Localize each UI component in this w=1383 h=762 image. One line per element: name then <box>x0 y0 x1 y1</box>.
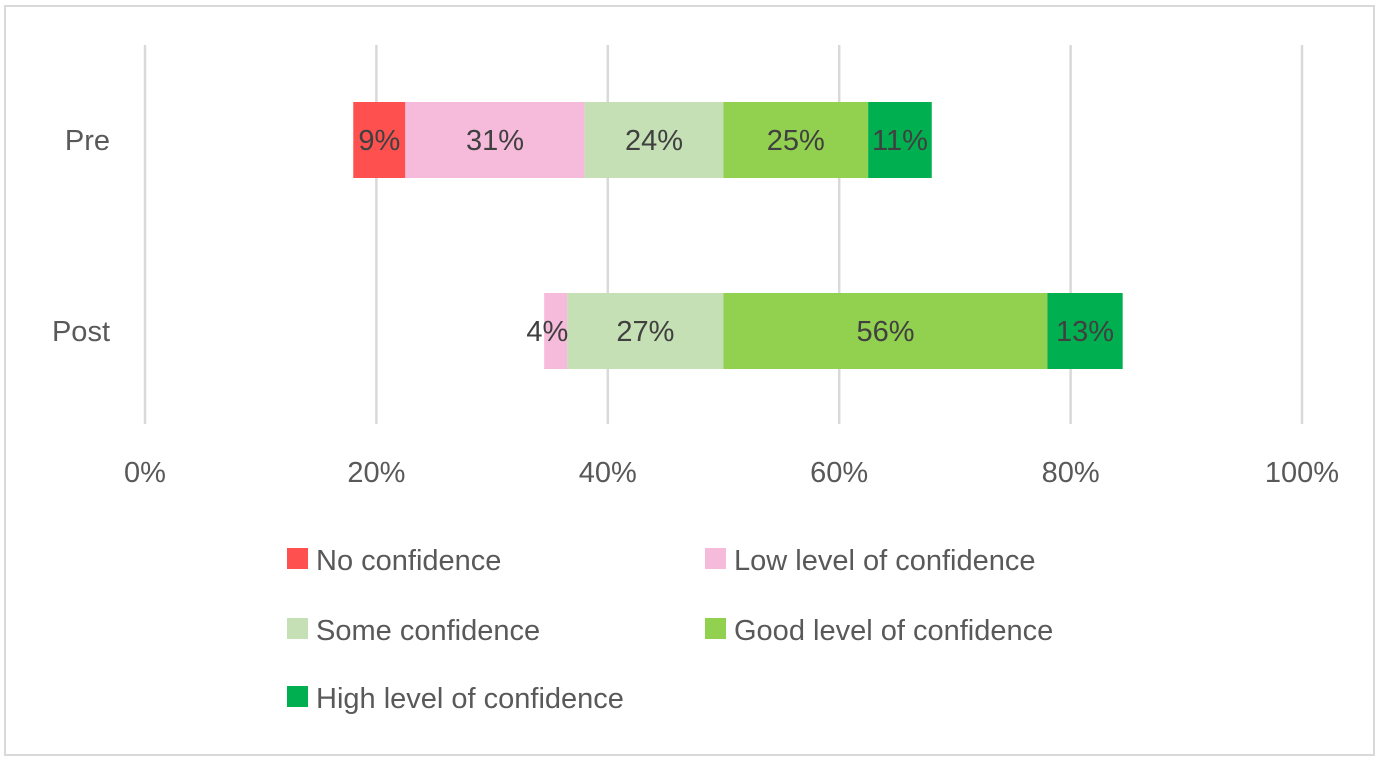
data-label: 11% <box>872 125 928 157</box>
category-label: Post <box>52 316 110 348</box>
legend: No confidence Low level of confidence Some… <box>287 545 1053 715</box>
legend-swatch <box>705 618 726 639</box>
data-label: 24% <box>625 125 683 157</box>
bar-segment <box>567 293 724 369</box>
legend-swatch <box>287 548 308 569</box>
legend-item: Good level of confidence <box>705 615 1053 647</box>
legend-item: No confidence <box>287 545 501 577</box>
legend-swatch <box>287 618 308 639</box>
bar-segment <box>723 102 869 178</box>
data-label: 25% <box>767 125 825 157</box>
legend-item: Low level of confidence <box>705 545 1035 577</box>
bar-segment <box>405 102 585 178</box>
bar-segment <box>723 293 1048 369</box>
bars <box>353 102 1123 369</box>
legend-label: Some confidence <box>316 615 540 647</box>
category-labels: Pre Post <box>52 125 110 348</box>
legend-label: High level of confidence <box>316 683 624 715</box>
legend-swatch <box>705 548 726 569</box>
category-label: Pre <box>65 125 110 157</box>
bar-segment <box>544 293 568 369</box>
data-labels: 9% 31% 24% 25% 11% 4% 27% 56% 13% <box>358 125 1114 348</box>
legend-label: No confidence <box>316 545 501 577</box>
bar-segment <box>1047 293 1123 369</box>
legend-label: Good level of confidence <box>734 615 1053 647</box>
data-label: 27% <box>616 316 674 348</box>
data-label: 13% <box>1056 316 1114 348</box>
bar-segment <box>353 102 406 178</box>
x-tick-label: 40% <box>579 457 637 489</box>
x-tick-label: 20% <box>347 457 405 489</box>
bar-segment <box>868 102 932 178</box>
data-label: 4% <box>526 316 568 348</box>
x-tick-label: 60% <box>810 457 868 489</box>
data-label: 9% <box>358 125 400 157</box>
legend-item: Some confidence <box>287 615 540 647</box>
legend-item: High level of confidence <box>287 683 624 715</box>
legend-label: Low level of confidence <box>734 545 1035 577</box>
x-tick-label: 100% <box>1265 457 1339 489</box>
chart-frame <box>4 5 1375 756</box>
x-tick-label: 0% <box>124 457 166 489</box>
bar-segment <box>584 102 724 178</box>
data-label: 56% <box>856 316 914 348</box>
x-tick-label: 80% <box>1042 457 1100 489</box>
data-label: 31% <box>466 125 524 157</box>
x-axis-tick-labels: 0% 20% 40% 60% 80% 100% <box>124 457 1339 489</box>
legend-swatch <box>287 686 308 707</box>
